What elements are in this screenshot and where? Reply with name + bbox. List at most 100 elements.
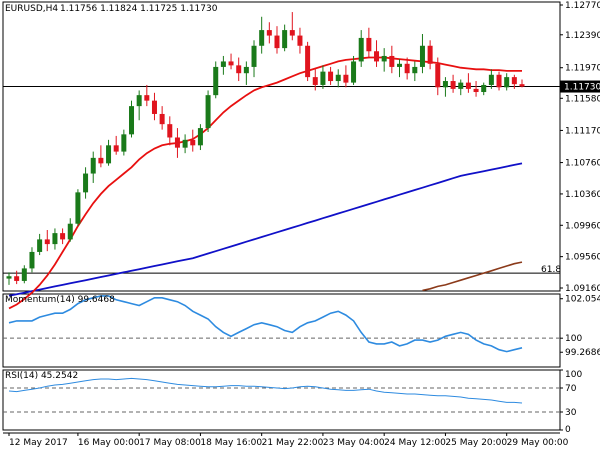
- candle: [44, 229, 50, 252]
- candle: [412, 61, 418, 82]
- current-price-box: [560, 80, 600, 93]
- candle-body: [289, 30, 295, 36]
- rsi-pane: 100 70 30 0: [3, 369, 582, 435]
- candle-body: [213, 66, 219, 96]
- chart-header-ohlc: 1.11756 1.11824 1.11725 1.11730: [60, 4, 218, 14]
- candle-body: [404, 63, 410, 74]
- candle-body: [129, 106, 135, 135]
- price-tick-label: 1.12390: [565, 31, 600, 41]
- candle-body: [374, 51, 380, 62]
- candle: [190, 129, 196, 152]
- candle: [305, 41, 311, 82]
- candle-body: [167, 124, 173, 138]
- candle: [75, 189, 81, 227]
- candle-body: [52, 233, 58, 245]
- rsi-tick-label: 30: [565, 408, 577, 418]
- candle: [37, 233, 43, 256]
- candle-body: [121, 134, 127, 152]
- price-tick-label: 1.11170: [565, 126, 600, 136]
- ma-mid-line: [8, 162, 523, 297]
- candle-body: [21, 268, 27, 281]
- candle-body: [29, 251, 35, 269]
- price-tick-label: 1.10360: [565, 190, 600, 200]
- time-tick-label: 23 May 04:00: [323, 438, 385, 448]
- candle: [259, 16, 265, 54]
- candle: [328, 66, 334, 85]
- candle-body: [75, 192, 81, 224]
- candle: [182, 134, 188, 154]
- candle: [83, 167, 89, 199]
- candle-body: [412, 66, 418, 74]
- candle: [243, 61, 249, 85]
- candle-body: [251, 45, 257, 67]
- candle: [159, 106, 165, 130]
- candle: [251, 40, 257, 78]
- candle: [435, 57, 441, 96]
- candle-body: [159, 113, 165, 125]
- candle-body: [205, 95, 211, 129]
- candle: [220, 55, 226, 75]
- chart-panes: [2, 1, 561, 434]
- candles: [6, 12, 525, 285]
- candle-body: [174, 137, 180, 148]
- candle-body: [328, 71, 334, 82]
- candle-body: [243, 66, 249, 74]
- candle-body: [90, 157, 96, 174]
- candle-body: [496, 74, 502, 88]
- candle-body: [305, 45, 311, 78]
- rsi-pane-frame: [2, 369, 561, 431]
- candle: [396, 59, 402, 78]
- candle: [282, 24, 288, 52]
- candle: [67, 218, 73, 242]
- candle: [312, 69, 318, 91]
- candle: [496, 71, 502, 91]
- candle-body: [351, 61, 357, 83]
- momentum-line: [8, 295, 523, 353]
- momentum-tick-label: 102.054: [565, 295, 600, 305]
- candle-body: [419, 45, 425, 67]
- candle: [320, 65, 326, 89]
- candle: [297, 27, 303, 54]
- candle-body: [358, 37, 364, 62]
- candle-body: [6, 276, 12, 279]
- time-tick-label: 18 May 16:00: [200, 438, 262, 448]
- rsi-tick-label: 0: [565, 425, 571, 435]
- candle: [21, 265, 27, 284]
- price-tick-label: 1.11970: [565, 64, 600, 74]
- candle-body: [381, 55, 387, 62]
- candle: [144, 84, 150, 107]
- candle: [129, 100, 135, 138]
- candle-body: [366, 37, 372, 52]
- candle: [335, 69, 341, 88]
- candle-body: [144, 95, 150, 101]
- candle: [289, 12, 295, 41]
- rsi-line: [8, 377, 523, 404]
- candle: [174, 128, 180, 158]
- candle: [60, 228, 66, 245]
- candle-body: [297, 35, 303, 46]
- candle: [419, 34, 425, 74]
- candle-body: [312, 77, 318, 85]
- price-tick-label: 1.09160: [565, 284, 600, 294]
- candle: [266, 22, 272, 44]
- candle: [504, 73, 510, 91]
- candle-body: [197, 128, 203, 146]
- candle: [343, 65, 349, 88]
- candle-body: [504, 77, 510, 88]
- candle-body: [236, 65, 242, 74]
- rsi-tick-label: 100: [565, 370, 582, 380]
- candle: [205, 90, 211, 132]
- candle: [442, 77, 448, 97]
- momentum-tick-label: 99.2686: [565, 348, 600, 358]
- rsi-label: RSI(14) 45.2542: [5, 371, 78, 381]
- rsi-tick-label: 70: [565, 384, 577, 394]
- candle: [450, 74, 456, 93]
- chart-header-symbol: EURUSD,H4: [5, 4, 58, 14]
- candle-body: [282, 30, 288, 49]
- time-tick-label: 29 May 00:00: [507, 438, 569, 448]
- candle-body: [320, 71, 326, 85]
- candle: [427, 40, 433, 70]
- candle: [374, 40, 380, 67]
